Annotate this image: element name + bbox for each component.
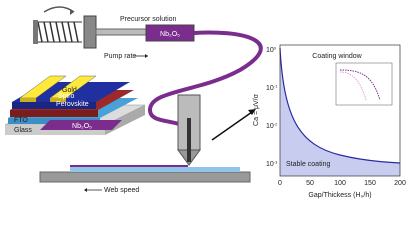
x-label: Gap/Thickess (H₀/h) [308, 192, 371, 199]
plot [279, 44, 401, 177]
device-stack [4, 75, 146, 135]
rate-label: Pump rate [104, 53, 136, 60]
layer-label: Gold [62, 87, 77, 94]
tick-exp: 0 [274, 46, 277, 51]
pump-label: Precursor solution [120, 16, 177, 23]
plot-title: Coating window [312, 53, 362, 60]
rate-arrowhead [145, 54, 148, 58]
y-tick-label: 10-1 [266, 84, 278, 93]
layer-label: Perovskite [56, 101, 89, 108]
tick-exp: -3 [274, 160, 278, 165]
x-tick-label: 50 [306, 180, 314, 187]
tick-base: 10 [266, 123, 274, 130]
x-tick-label: 0 [278, 180, 282, 187]
x-tick-label: 200 [394, 180, 406, 187]
slot-die [177, 94, 201, 166]
x-tick-label: 100 [334, 180, 346, 187]
y-tick-label: 10-3 [266, 160, 278, 169]
speed-arrowhead [84, 188, 87, 192]
syringe-pump [33, 6, 195, 49]
layer-label: FTO [14, 117, 28, 124]
pointer-arrow [211, 111, 253, 141]
tick-base: 10 [266, 161, 274, 168]
coating-label: Nb₂O₅ [72, 123, 92, 130]
pump-material: Nb₂O₅ [160, 31, 180, 38]
region-label: Stable coating [286, 161, 330, 168]
tube [147, 30, 263, 132]
x-tick-label: 150 [364, 180, 376, 187]
y-label: Ca = μV/σ [253, 93, 260, 126]
speed-label: Web speed [104, 187, 139, 194]
pointer-arrowhead [248, 109, 256, 115]
y-tick-label: 100 [266, 46, 277, 55]
layer-label: Glass [14, 127, 32, 134]
tick-base: 10 [266, 47, 274, 54]
tick-base: 10 [266, 85, 274, 92]
tick-exp: -1 [274, 84, 278, 89]
tick-exp: -2 [274, 122, 278, 127]
layer-label: Spiro [58, 93, 74, 100]
y-tick-label: 10-2 [266, 122, 278, 131]
figure: Precursor solution Nb₂O₅ Pump rate Gold … [4, 6, 406, 199]
stage [39, 165, 251, 183]
